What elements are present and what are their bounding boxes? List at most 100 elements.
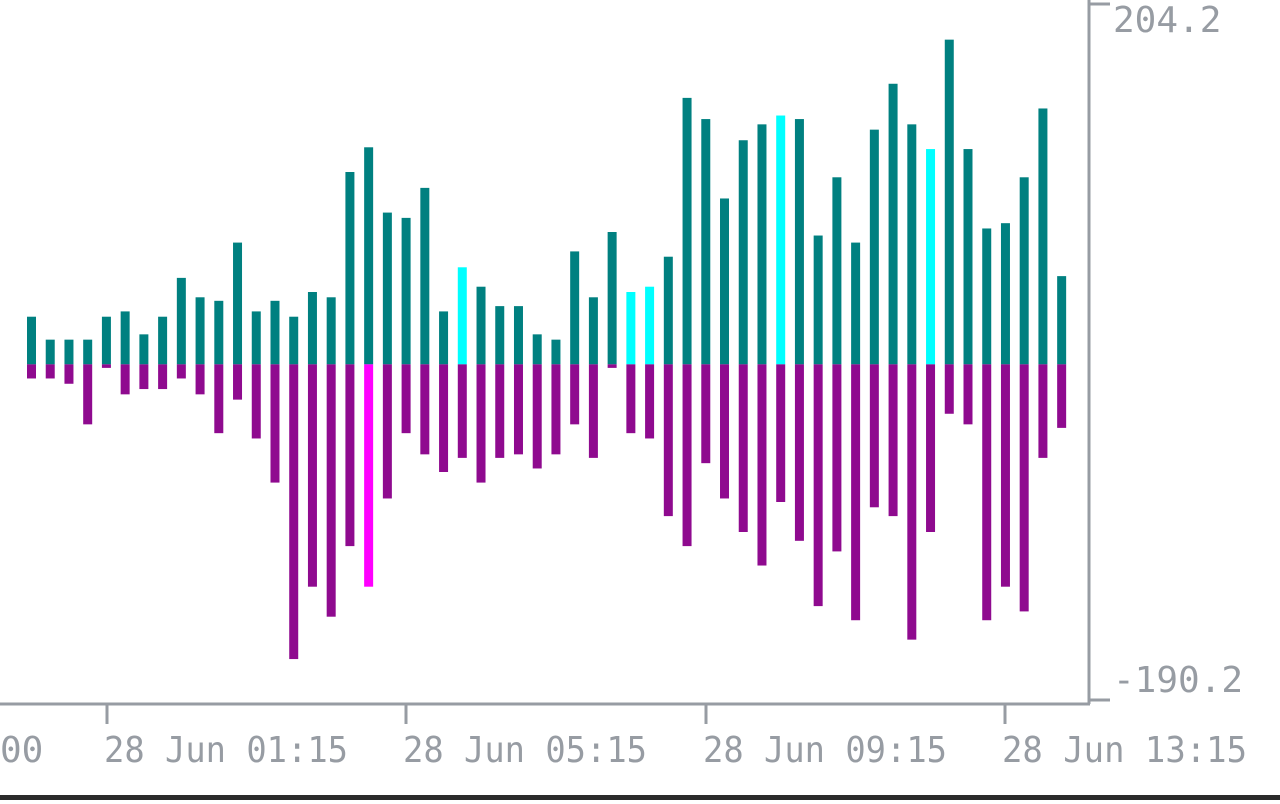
positive-bar-18 bbox=[364, 147, 374, 365]
negative-bar-43 bbox=[832, 364, 842, 552]
positive-bar-55 bbox=[1057, 276, 1067, 365]
positive-bar-39 bbox=[757, 124, 767, 365]
positive-bar-13 bbox=[270, 300, 280, 365]
negative-bar-18 bbox=[364, 364, 374, 587]
positive-bar-23 bbox=[457, 267, 467, 365]
negative-bar-38 bbox=[738, 364, 748, 532]
negative-bar-53 bbox=[1019, 364, 1029, 612]
positive-bar-11 bbox=[233, 242, 243, 365]
positive-bar-33 bbox=[645, 286, 655, 365]
positive-bar-31 bbox=[607, 232, 617, 365]
positive-bar-22 bbox=[439, 311, 449, 365]
negative-bar-12 bbox=[251, 364, 261, 439]
negative-bar-8 bbox=[176, 364, 186, 379]
positive-bar-2 bbox=[64, 339, 74, 365]
positive-bar-28 bbox=[551, 339, 561, 365]
negative-bar-40 bbox=[776, 364, 786, 502]
negative-bar-2 bbox=[64, 364, 74, 384]
positive-bar-24 bbox=[476, 286, 486, 365]
x-tick-label-0: 28 Jun 01:15 bbox=[104, 730, 348, 771]
negative-bar-35 bbox=[682, 364, 692, 547]
negative-bar-0 bbox=[27, 364, 36, 379]
negative-bar-34 bbox=[663, 364, 673, 517]
positive-bar-12 bbox=[251, 311, 261, 365]
positive-bar-14 bbox=[289, 316, 299, 365]
positive-bar-32 bbox=[626, 292, 636, 365]
negative-bar-31 bbox=[607, 364, 617, 368]
negative-bar-52 bbox=[1000, 364, 1010, 587]
positive-bar-41 bbox=[794, 119, 804, 365]
positive-bar-36 bbox=[701, 119, 711, 365]
negative-bar-41 bbox=[794, 364, 804, 541]
positive-bar-3 bbox=[83, 339, 93, 365]
positive-bar-46 bbox=[888, 83, 898, 365]
negative-bar-48 bbox=[926, 364, 936, 532]
positive-bar-21 bbox=[420, 187, 430, 365]
negative-bar-37 bbox=[720, 364, 730, 499]
positive-bar-47 bbox=[907, 124, 917, 365]
negative-bar-14 bbox=[289, 364, 299, 660]
positive-bar-5 bbox=[120, 311, 130, 365]
negative-bar-10 bbox=[214, 364, 224, 434]
positive-bar-6 bbox=[139, 334, 149, 365]
negative-bar-46 bbox=[888, 364, 898, 517]
positive-bar-17 bbox=[345, 172, 355, 365]
negative-bar-36 bbox=[701, 364, 711, 464]
positive-bar-7 bbox=[158, 316, 168, 365]
negative-bar-1 bbox=[45, 364, 55, 379]
x-ticks: 28 Jun 01:15 28 Jun 05:15 28 Jun 09:15 28 J… bbox=[104, 704, 1247, 771]
positive-bar-50 bbox=[963, 149, 973, 365]
negative-bar-55 bbox=[1057, 364, 1067, 428]
negative-bar-6 bbox=[139, 364, 149, 390]
bars-layer bbox=[27, 39, 1067, 660]
negative-bar-24 bbox=[476, 364, 486, 483]
x-tick-label-3: 28 Jun 13:15 bbox=[1002, 730, 1247, 771]
positive-bar-37 bbox=[720, 198, 730, 365]
negative-bar-3 bbox=[83, 364, 93, 425]
positive-bar-1 bbox=[45, 339, 55, 365]
negative-bar-51 bbox=[982, 364, 992, 621]
positive-bar-54 bbox=[1038, 108, 1048, 365]
positive-bar-15 bbox=[307, 292, 317, 365]
negative-bar-29 bbox=[570, 364, 580, 425]
negative-bar-20 bbox=[401, 364, 411, 434]
negative-bar-50 bbox=[963, 364, 973, 425]
positive-bar-34 bbox=[663, 256, 673, 365]
negative-bar-13 bbox=[270, 364, 280, 483]
negative-bar-30 bbox=[588, 364, 598, 458]
positive-bar-49 bbox=[944, 39, 954, 365]
negative-bar-25 bbox=[495, 364, 505, 458]
positive-bar-4 bbox=[101, 316, 111, 365]
positive-bar-20 bbox=[401, 217, 411, 365]
negative-bar-27 bbox=[532, 364, 542, 469]
positive-bar-42 bbox=[813, 235, 823, 365]
negative-bar-47 bbox=[907, 364, 917, 640]
positive-bar-9 bbox=[195, 297, 205, 365]
positive-bar-38 bbox=[738, 140, 748, 365]
positive-bar-26 bbox=[513, 306, 523, 365]
positive-bar-45 bbox=[869, 129, 879, 365]
negative-bar-15 bbox=[307, 364, 317, 587]
negative-bar-19 bbox=[382, 364, 392, 499]
positive-bar-16 bbox=[326, 297, 336, 365]
negative-bar-21 bbox=[420, 364, 430, 455]
positive-bar-30 bbox=[588, 297, 598, 365]
x-tick-label-2: 28 Jun 09:15 bbox=[703, 730, 947, 771]
negative-bar-9 bbox=[195, 364, 205, 395]
positive-bar-35 bbox=[682, 97, 692, 365]
positive-bar-25 bbox=[495, 306, 505, 365]
negative-bar-44 bbox=[851, 364, 861, 621]
negative-bar-33 bbox=[645, 364, 655, 439]
positive-bar-27 bbox=[532, 334, 542, 365]
x-tick-label-1: 28 Jun 05:15 bbox=[403, 730, 647, 771]
bottom-border-strip bbox=[0, 795, 1280, 800]
positive-bar-8 bbox=[176, 277, 186, 365]
negative-bar-28 bbox=[551, 364, 561, 455]
negative-bar-23 bbox=[457, 364, 467, 458]
negative-bar-32 bbox=[626, 364, 636, 434]
positive-bar-29 bbox=[570, 251, 580, 365]
positive-bar-44 bbox=[851, 242, 861, 365]
negative-bar-4 bbox=[101, 364, 111, 368]
